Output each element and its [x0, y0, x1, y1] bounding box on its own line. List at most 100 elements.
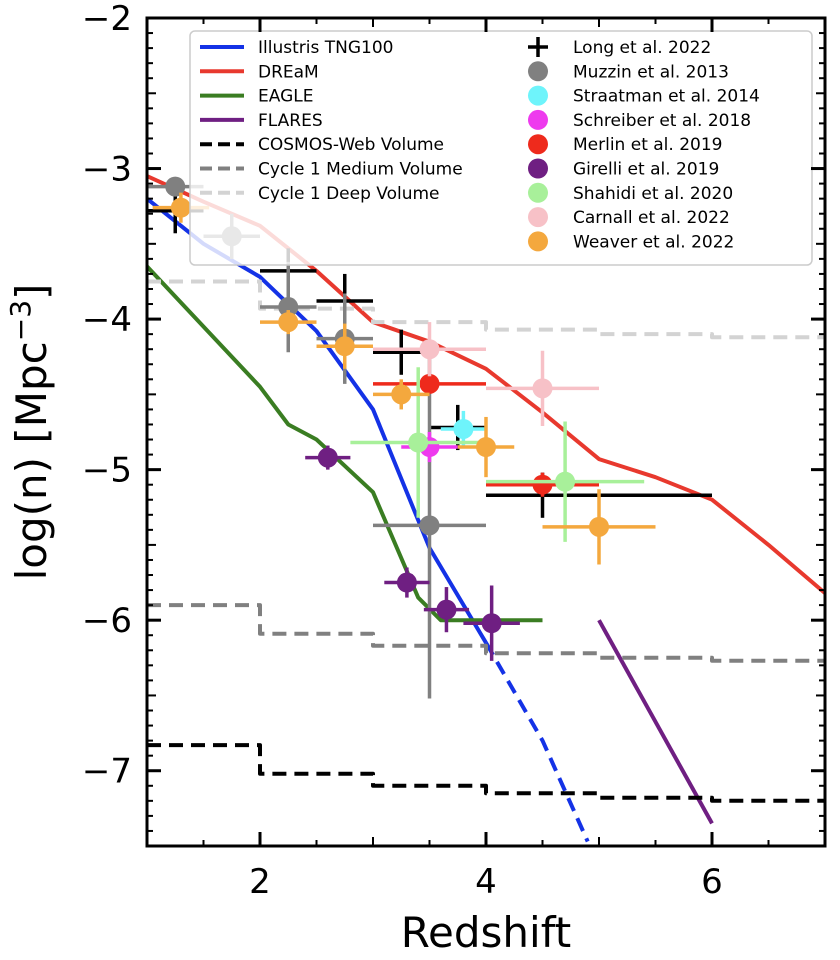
legend-entry-weaver-et-al-2022: Weaver et al. 2022	[528, 231, 734, 252]
legend-label: Merlin et al. 2019	[573, 135, 722, 155]
marker	[453, 418, 474, 439]
legend-swatch	[528, 158, 548, 179]
legend-entry-cycle-1-medium-volume: Cycle 1 Medium Volume	[200, 160, 463, 180]
legend-label: COSMOS-Web Volume	[258, 135, 444, 155]
marker	[419, 373, 440, 394]
legend-swatch	[528, 61, 548, 82]
point-muzzin-et-al-2013-4	[373, 352, 486, 699]
marker	[170, 197, 191, 218]
marker	[334, 336, 355, 357]
y-tick-label: −6	[82, 601, 132, 641]
legend-label: Long et al. 2022	[573, 38, 711, 58]
legend-entry-merlin-et-al-2019: Merlin et al. 2019	[528, 134, 722, 155]
y-tick-label: −4	[82, 300, 132, 340]
y-tick-label: −2	[82, 0, 132, 39]
point-muzzin-et-al-2013-2	[260, 261, 317, 353]
legend-entry-girelli-et-al-2019: Girelli et al. 2019	[528, 158, 719, 180]
legend-entry-illustris-tng100: Illustris TNG100	[200, 38, 393, 58]
line-eagle	[147, 265, 543, 623]
legend-entry-shahidi-et-al-2020: Shahidi et al. 2020	[528, 182, 733, 204]
point-weaver-et-al-2022-3	[373, 379, 430, 410]
line-cosmos-web-volume	[147, 743, 825, 803]
legend-entry-schreiber-et-al-2018: Schreiber et al. 2018	[528, 109, 751, 131]
marker	[476, 437, 496, 458]
x-axis-title: Redshift	[401, 908, 571, 957]
point-weaver-et-al-2022-1	[260, 310, 317, 335]
x-tick-label: 2	[249, 862, 271, 902]
legend-label: EAGLE	[258, 87, 313, 107]
line-cycle-1-medium-volume	[147, 603, 825, 663]
point-carnall-et-al-2022-0	[373, 322, 486, 377]
legend-entry-straatman-et-al-2014: Straatman et al. 2014	[528, 85, 760, 107]
y-axis-title-superscript: −3	[4, 300, 37, 341]
marker	[532, 378, 553, 399]
point-girelli-et-al-2019-3	[463, 585, 520, 661]
point-weaver-et-al-2022-4	[457, 416, 515, 478]
point-girelli-et-al-2019-2	[423, 587, 470, 633]
legend-label: Girelli et al. 2019	[573, 160, 719, 180]
line-segment-1-extrapolation	[484, 641, 590, 843]
legend-label: Illustris TNG100	[258, 38, 393, 58]
x-tick-label: 4	[475, 862, 497, 902]
legend-swatch	[528, 85, 548, 106]
legend-swatch	[528, 134, 548, 155]
marker	[419, 339, 440, 360]
legend-swatch	[528, 182, 548, 203]
x-tick-label: 6	[701, 862, 723, 902]
line-cycle-1-deep-volume	[147, 279, 825, 340]
y-axis-title-main: log(n) [Mpc	[7, 341, 56, 580]
marker	[396, 572, 417, 593]
legend-swatch	[528, 231, 548, 252]
legend-label: DREaM	[258, 62, 319, 82]
point-girelli-et-al-2019-1	[384, 567, 430, 598]
legend-label: Schreiber et al. 2018	[573, 111, 751, 131]
legend-entry-carnall-et-al-2022: Carnall et al. 2022	[528, 207, 730, 228]
y-tick-label: −5	[82, 451, 132, 491]
point-merlin-et-al-2019-0	[373, 373, 486, 394]
legend-label: Straatman et al. 2014	[573, 87, 760, 107]
marker	[278, 312, 299, 333]
marker	[555, 471, 576, 492]
point-shahidi-et-al-2020-0	[350, 367, 486, 518]
marker	[391, 384, 412, 405]
legend-label: FLARES	[258, 111, 323, 131]
point-shahidi-et-al-2020-1	[486, 421, 645, 542]
legend-entry-eagle: EAGLE	[200, 87, 313, 107]
marker	[317, 447, 338, 468]
legend-entry-cosmos-web-volume: COSMOS-Web Volume	[200, 135, 444, 155]
point-weaver-et-al-2022-2	[316, 323, 373, 369]
marker	[408, 432, 429, 453]
legend-entry-cycle-1-deep-volume: Cycle 1 Deep Volume	[200, 184, 440, 204]
marker	[589, 516, 609, 537]
y-axis-title: log(n) [Mpc−3]	[4, 284, 56, 581]
legend-entry-muzzin-et-al-2013: Muzzin et al. 2013	[528, 61, 729, 82]
legend-entry-dream: DREaM	[200, 62, 319, 82]
marker	[481, 613, 502, 634]
marker	[419, 515, 440, 536]
marker	[436, 599, 457, 620]
legend-swatch	[528, 207, 548, 228]
legend-entry-flares: FLARES	[200, 111, 323, 131]
point-carnall-et-al-2022-1	[486, 350, 599, 426]
legend-label: Carnall et al. 2022	[573, 208, 730, 228]
legend-label: Cycle 1 Medium Volume	[258, 160, 463, 180]
marker	[278, 297, 299, 318]
legend-label: Weaver et al. 2022	[573, 232, 734, 252]
legend-label: Cycle 1 Deep Volume	[258, 184, 440, 204]
point-weaver-et-al-2022-5	[542, 489, 656, 565]
point-merlin-et-al-2019-1	[486, 472, 599, 497]
point-girelli-et-al-2019-0	[305, 445, 351, 470]
legend-label: Muzzin et al. 2013	[573, 62, 729, 82]
legend-box	[189, 30, 813, 266]
legend: Illustris TNG100 DREaM EAGLE FLARES COSMOS-W…	[189, 30, 813, 266]
marker	[165, 176, 186, 197]
y-axis-title-close: ]	[7, 284, 56, 300]
legend-label: Shahidi et al. 2020	[573, 184, 733, 204]
y-tick-label: −3	[82, 150, 132, 190]
legend-entry-long-et-al-2022: Long et al. 2022	[528, 37, 711, 58]
marker	[532, 474, 553, 495]
legend-swatch	[528, 109, 548, 130]
y-tick-label: −7	[82, 752, 132, 792]
line-flares	[597, 619, 714, 825]
